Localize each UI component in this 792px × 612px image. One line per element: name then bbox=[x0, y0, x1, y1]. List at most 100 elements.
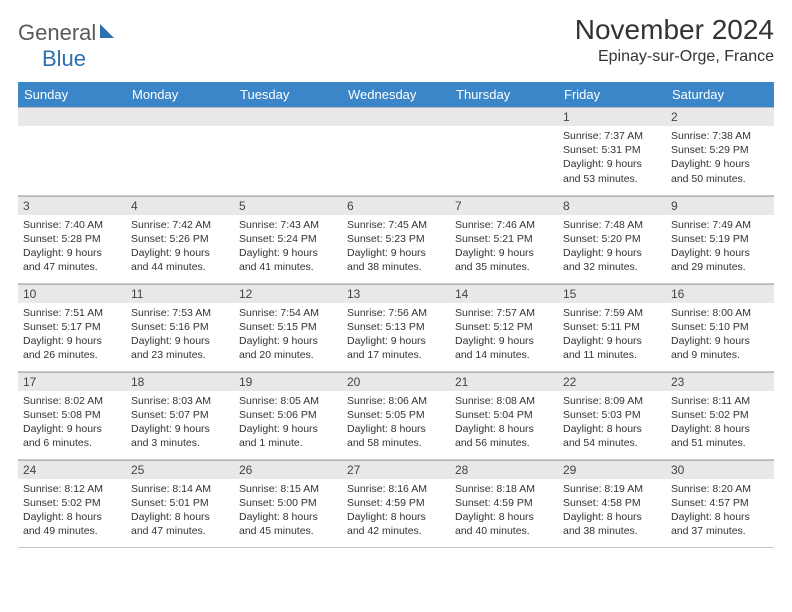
calendar-table: Sunday Monday Tuesday Wednesday Thursday… bbox=[18, 82, 774, 548]
calendar-day-cell: 5Sunrise: 7:43 AMSunset: 5:24 PMDaylight… bbox=[234, 195, 342, 283]
calendar-day-cell: 14Sunrise: 7:57 AMSunset: 5:12 PMDayligh… bbox=[450, 283, 558, 371]
day-details: Sunrise: 7:54 AMSunset: 5:15 PMDaylight:… bbox=[234, 303, 342, 367]
day-details bbox=[450, 126, 558, 133]
day-details: Sunrise: 7:46 AMSunset: 5:21 PMDaylight:… bbox=[450, 215, 558, 279]
day-number: 20 bbox=[342, 372, 450, 391]
day-number: 25 bbox=[126, 460, 234, 479]
calendar-week-row: 3Sunrise: 7:40 AMSunset: 5:28 PMDaylight… bbox=[18, 195, 774, 283]
day-details: Sunrise: 7:40 AMSunset: 5:28 PMDaylight:… bbox=[18, 215, 126, 279]
calendar-day-cell: 21Sunrise: 8:08 AMSunset: 5:04 PMDayligh… bbox=[450, 371, 558, 459]
day-number: 22 bbox=[558, 372, 666, 391]
day-number: 21 bbox=[450, 372, 558, 391]
day-number: 2 bbox=[666, 107, 774, 126]
day-details: Sunrise: 8:19 AMSunset: 4:58 PMDaylight:… bbox=[558, 479, 666, 543]
day-number bbox=[18, 107, 126, 126]
day-number: 26 bbox=[234, 460, 342, 479]
day-number: 11 bbox=[126, 284, 234, 303]
day-details: Sunrise: 8:02 AMSunset: 5:08 PMDaylight:… bbox=[18, 391, 126, 455]
day-details bbox=[342, 126, 450, 133]
calendar-week-row: 1Sunrise: 7:37 AMSunset: 5:31 PMDaylight… bbox=[18, 107, 774, 195]
calendar-day-cell: 7Sunrise: 7:46 AMSunset: 5:21 PMDaylight… bbox=[450, 195, 558, 283]
day-details bbox=[126, 126, 234, 133]
day-details: Sunrise: 7:38 AMSunset: 5:29 PMDaylight:… bbox=[666, 126, 774, 190]
calendar-day-cell bbox=[342, 107, 450, 195]
weekday-header-row: Sunday Monday Tuesday Wednesday Thursday… bbox=[18, 82, 774, 107]
day-details: Sunrise: 8:05 AMSunset: 5:06 PMDaylight:… bbox=[234, 391, 342, 455]
day-number: 4 bbox=[126, 196, 234, 215]
day-number: 12 bbox=[234, 284, 342, 303]
brand-logo: General Blue bbox=[18, 14, 118, 72]
calendar-day-cell: 30Sunrise: 8:20 AMSunset: 4:57 PMDayligh… bbox=[666, 459, 774, 547]
weekday-header: Sunday bbox=[18, 82, 126, 107]
calendar-day-cell: 26Sunrise: 8:15 AMSunset: 5:00 PMDayligh… bbox=[234, 459, 342, 547]
day-number: 6 bbox=[342, 196, 450, 215]
day-details bbox=[18, 126, 126, 133]
day-details: Sunrise: 7:56 AMSunset: 5:13 PMDaylight:… bbox=[342, 303, 450, 367]
day-details: Sunrise: 8:06 AMSunset: 5:05 PMDaylight:… bbox=[342, 391, 450, 455]
day-details: Sunrise: 8:08 AMSunset: 5:04 PMDaylight:… bbox=[450, 391, 558, 455]
calendar-day-cell: 22Sunrise: 8:09 AMSunset: 5:03 PMDayligh… bbox=[558, 371, 666, 459]
sail-icon bbox=[98, 22, 118, 45]
calendar-day-cell bbox=[18, 107, 126, 195]
day-details: Sunrise: 7:37 AMSunset: 5:31 PMDaylight:… bbox=[558, 126, 666, 190]
day-number: 15 bbox=[558, 284, 666, 303]
day-number: 5 bbox=[234, 196, 342, 215]
calendar-day-cell: 28Sunrise: 8:18 AMSunset: 4:59 PMDayligh… bbox=[450, 459, 558, 547]
day-number: 3 bbox=[18, 196, 126, 215]
day-details: Sunrise: 8:03 AMSunset: 5:07 PMDaylight:… bbox=[126, 391, 234, 455]
day-number: 18 bbox=[126, 372, 234, 391]
day-number bbox=[234, 107, 342, 126]
day-details: Sunrise: 7:43 AMSunset: 5:24 PMDaylight:… bbox=[234, 215, 342, 279]
title-block: November 2024 Epinay-sur-Orge, France bbox=[575, 14, 774, 66]
day-number: 28 bbox=[450, 460, 558, 479]
weekday-header: Saturday bbox=[666, 82, 774, 107]
day-number: 14 bbox=[450, 284, 558, 303]
day-details: Sunrise: 8:18 AMSunset: 4:59 PMDaylight:… bbox=[450, 479, 558, 543]
day-number: 29 bbox=[558, 460, 666, 479]
day-details bbox=[234, 126, 342, 133]
day-details: Sunrise: 7:49 AMSunset: 5:19 PMDaylight:… bbox=[666, 215, 774, 279]
calendar-week-row: 17Sunrise: 8:02 AMSunset: 5:08 PMDayligh… bbox=[18, 371, 774, 459]
day-details: Sunrise: 7:45 AMSunset: 5:23 PMDaylight:… bbox=[342, 215, 450, 279]
day-details: Sunrise: 7:42 AMSunset: 5:26 PMDaylight:… bbox=[126, 215, 234, 279]
weekday-header: Tuesday bbox=[234, 82, 342, 107]
calendar-day-cell: 20Sunrise: 8:06 AMSunset: 5:05 PMDayligh… bbox=[342, 371, 450, 459]
day-details: Sunrise: 8:00 AMSunset: 5:10 PMDaylight:… bbox=[666, 303, 774, 367]
calendar-day-cell: 17Sunrise: 8:02 AMSunset: 5:08 PMDayligh… bbox=[18, 371, 126, 459]
weekday-header: Thursday bbox=[450, 82, 558, 107]
day-number: 19 bbox=[234, 372, 342, 391]
day-number bbox=[342, 107, 450, 126]
calendar-day-cell: 29Sunrise: 8:19 AMSunset: 4:58 PMDayligh… bbox=[558, 459, 666, 547]
calendar-day-cell: 19Sunrise: 8:05 AMSunset: 5:06 PMDayligh… bbox=[234, 371, 342, 459]
calendar-week-row: 10Sunrise: 7:51 AMSunset: 5:17 PMDayligh… bbox=[18, 283, 774, 371]
day-number: 27 bbox=[342, 460, 450, 479]
day-details: Sunrise: 8:09 AMSunset: 5:03 PMDaylight:… bbox=[558, 391, 666, 455]
calendar-day-cell: 8Sunrise: 7:48 AMSunset: 5:20 PMDaylight… bbox=[558, 195, 666, 283]
calendar-day-cell: 9Sunrise: 7:49 AMSunset: 5:19 PMDaylight… bbox=[666, 195, 774, 283]
calendar-day-cell: 3Sunrise: 7:40 AMSunset: 5:28 PMDaylight… bbox=[18, 195, 126, 283]
day-number: 23 bbox=[666, 372, 774, 391]
calendar-day-cell bbox=[450, 107, 558, 195]
header: General Blue November 2024 Epinay-sur-Or… bbox=[18, 14, 774, 72]
day-details: Sunrise: 8:15 AMSunset: 5:00 PMDaylight:… bbox=[234, 479, 342, 543]
day-details: Sunrise: 8:11 AMSunset: 5:02 PMDaylight:… bbox=[666, 391, 774, 455]
day-details: Sunrise: 7:48 AMSunset: 5:20 PMDaylight:… bbox=[558, 215, 666, 279]
day-details: Sunrise: 8:20 AMSunset: 4:57 PMDaylight:… bbox=[666, 479, 774, 543]
location: Epinay-sur-Orge, France bbox=[575, 48, 774, 66]
day-number: 30 bbox=[666, 460, 774, 479]
month-title: November 2024 bbox=[575, 14, 774, 46]
day-details: Sunrise: 8:16 AMSunset: 4:59 PMDaylight:… bbox=[342, 479, 450, 543]
calendar-day-cell: 15Sunrise: 7:59 AMSunset: 5:11 PMDayligh… bbox=[558, 283, 666, 371]
calendar-day-cell: 23Sunrise: 8:11 AMSunset: 5:02 PMDayligh… bbox=[666, 371, 774, 459]
calendar-day-cell: 10Sunrise: 7:51 AMSunset: 5:17 PMDayligh… bbox=[18, 283, 126, 371]
day-number bbox=[126, 107, 234, 126]
brand-text-1: General bbox=[18, 20, 96, 45]
calendar-day-cell: 4Sunrise: 7:42 AMSunset: 5:26 PMDaylight… bbox=[126, 195, 234, 283]
calendar-day-cell: 11Sunrise: 7:53 AMSunset: 5:16 PMDayligh… bbox=[126, 283, 234, 371]
day-details: Sunrise: 7:51 AMSunset: 5:17 PMDaylight:… bbox=[18, 303, 126, 367]
day-details: Sunrise: 8:14 AMSunset: 5:01 PMDaylight:… bbox=[126, 479, 234, 543]
calendar-day-cell: 25Sunrise: 8:14 AMSunset: 5:01 PMDayligh… bbox=[126, 459, 234, 547]
day-details: Sunrise: 7:57 AMSunset: 5:12 PMDaylight:… bbox=[450, 303, 558, 367]
calendar-day-cell: 16Sunrise: 8:00 AMSunset: 5:10 PMDayligh… bbox=[666, 283, 774, 371]
brand-text-2: Blue bbox=[18, 46, 86, 71]
